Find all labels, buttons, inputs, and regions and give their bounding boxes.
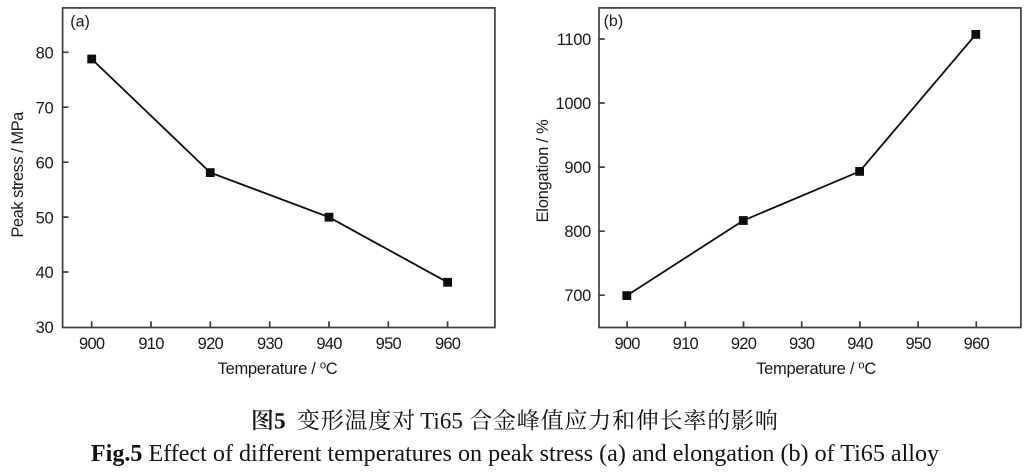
svg-text:920: 920 bbox=[198, 335, 224, 353]
svg-text:1000: 1000 bbox=[555, 95, 591, 113]
svg-text:30: 30 bbox=[36, 319, 54, 337]
svg-text:Fig.5 Effect of different temp: Fig.5 Effect of different temperatures o… bbox=[91, 441, 939, 467]
svg-text:910: 910 bbox=[673, 335, 699, 353]
svg-text:900: 900 bbox=[79, 335, 105, 353]
svg-text:1100: 1100 bbox=[557, 31, 591, 49]
svg-text:50: 50 bbox=[36, 209, 54, 227]
svg-text:950: 950 bbox=[905, 335, 931, 353]
svg-text:930: 930 bbox=[789, 335, 815, 353]
svg-text:960: 960 bbox=[964, 335, 990, 353]
svg-text:Temperature / oC: Temperature / oC bbox=[756, 360, 876, 378]
svg-text:40: 40 bbox=[36, 264, 54, 282]
svg-text:900: 900 bbox=[564, 159, 591, 177]
svg-text:Temperature / oC: Temperature / oC bbox=[218, 360, 338, 378]
svg-text:70: 70 bbox=[36, 99, 54, 117]
svg-text:60: 60 bbox=[36, 154, 54, 172]
svg-text:960: 960 bbox=[435, 335, 461, 353]
svg-text:Ti65: Ti65 bbox=[420, 408, 463, 433]
svg-text:910: 910 bbox=[138, 335, 164, 353]
svg-text:(a): (a) bbox=[70, 14, 90, 31]
svg-text:(b): (b) bbox=[604, 13, 624, 30]
svg-text:950: 950 bbox=[376, 335, 402, 353]
svg-text:800: 800 bbox=[564, 223, 591, 241]
svg-text:900: 900 bbox=[614, 335, 640, 353]
svg-text:700: 700 bbox=[564, 287, 591, 305]
svg-text:80: 80 bbox=[36, 45, 54, 63]
svg-text:930: 930 bbox=[257, 335, 283, 353]
svg-text:940: 940 bbox=[847, 335, 873, 353]
svg-text:920: 920 bbox=[731, 335, 757, 353]
svg-text:Elongation / %: Elongation / % bbox=[534, 119, 552, 222]
svg-text:Peak stress / MPa: Peak stress / MPa bbox=[9, 111, 27, 238]
svg-text:940: 940 bbox=[316, 335, 342, 353]
